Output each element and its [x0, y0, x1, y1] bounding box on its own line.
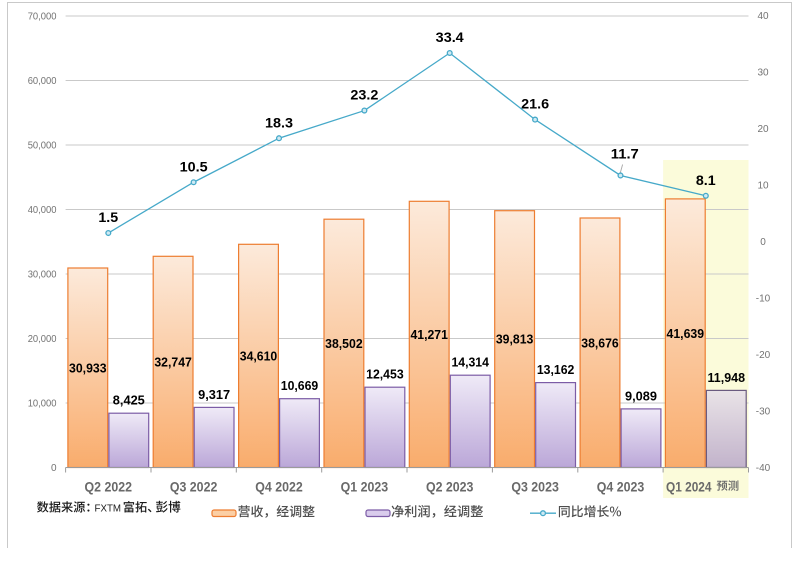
- svg-text:70,000: 70,000: [28, 12, 57, 23]
- svg-text:9,089: 9,089: [625, 388, 657, 403]
- svg-text:50,000: 50,000: [28, 141, 57, 152]
- svg-text:10.5: 10.5: [180, 158, 208, 174]
- svg-text:Q4 2022: Q4 2022: [255, 478, 303, 494]
- svg-text:10,000: 10,000: [28, 399, 57, 410]
- svg-text:38,502: 38,502: [325, 336, 363, 351]
- svg-text:10: 10: [757, 181, 769, 192]
- svg-text:41,639: 41,639: [667, 326, 705, 341]
- svg-text:Q1 2024: Q1 2024: [666, 478, 712, 494]
- svg-text:9,317: 9,317: [198, 387, 230, 402]
- svg-text:-40: -40: [756, 463, 771, 474]
- svg-text:33.4: 33.4: [436, 29, 464, 45]
- svg-text:18.3: 18.3: [265, 114, 293, 130]
- svg-text:-30: -30: [756, 406, 771, 417]
- svg-text:FXTM: FXTM: [95, 503, 122, 515]
- svg-text:14,314: 14,314: [451, 355, 489, 370]
- svg-text:40,000: 40,000: [28, 205, 57, 216]
- svg-text:32,747: 32,747: [154, 355, 192, 370]
- svg-text:20: 20: [757, 124, 769, 135]
- svg-text:12,453: 12,453: [366, 367, 404, 382]
- svg-text:30: 30: [757, 68, 769, 79]
- svg-text:8.1: 8.1: [696, 172, 716, 188]
- svg-text:40: 40: [757, 11, 769, 22]
- svg-text:Q3 2022: Q3 2022: [170, 478, 218, 494]
- svg-text:0: 0: [51, 463, 57, 474]
- svg-text:11.7: 11.7: [611, 146, 639, 162]
- svg-text:Q3 2023: Q3 2023: [511, 478, 559, 494]
- svg-text:Q4 2023: Q4 2023: [597, 478, 645, 494]
- svg-text:10,669: 10,669: [281, 378, 319, 393]
- svg-text:30,933: 30,933: [69, 360, 107, 375]
- svg-text:39,813: 39,813: [496, 332, 534, 347]
- svg-text:60,000: 60,000: [28, 76, 57, 87]
- svg-text:11,948: 11,948: [708, 370, 746, 385]
- svg-text:0: 0: [760, 237, 766, 248]
- svg-text:8,425: 8,425: [113, 393, 145, 408]
- svg-text:1.5: 1.5: [98, 209, 118, 225]
- svg-text:21.6: 21.6: [521, 96, 549, 112]
- svg-text:Q2 2023: Q2 2023: [426, 478, 474, 494]
- svg-text:34,610: 34,610: [240, 349, 278, 364]
- svg-text:30,000: 30,000: [28, 270, 57, 281]
- svg-text:Q2 2022: Q2 2022: [85, 478, 133, 494]
- svg-text:Q1 2023: Q1 2023: [341, 478, 389, 494]
- svg-text:13,162: 13,162: [537, 362, 575, 377]
- svg-text:-20: -20: [756, 350, 771, 361]
- svg-text:38,676: 38,676: [581, 335, 619, 350]
- svg-text:-10: -10: [756, 293, 771, 304]
- svg-text:20,000: 20,000: [28, 334, 57, 345]
- svg-text:41,271: 41,271: [410, 327, 448, 342]
- svg-text:23.2: 23.2: [350, 87, 378, 103]
